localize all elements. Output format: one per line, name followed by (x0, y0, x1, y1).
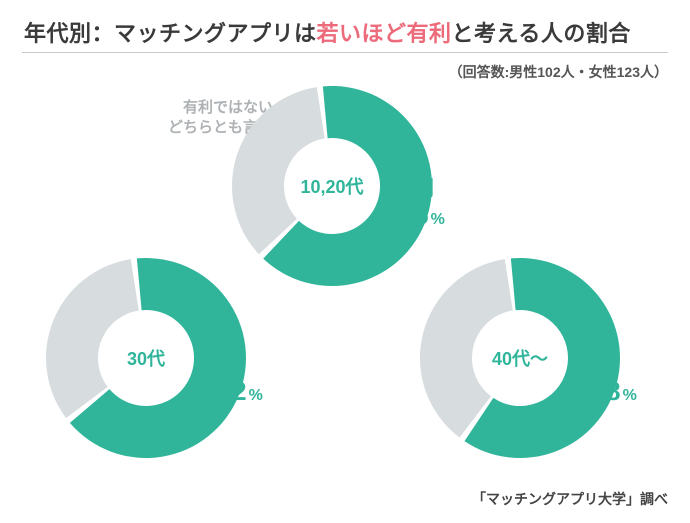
title-divider (22, 52, 668, 53)
source-credit: 「マッチングアプリ大学」調べ (472, 489, 668, 509)
donut-center-label: 10,20代 (300, 173, 363, 199)
title-pre: 年代別：マッチングアプリは (24, 21, 317, 46)
donut-center-label: 40代～ (492, 345, 548, 371)
donut-pct-10-20s: 64.5% (378, 200, 445, 231)
title-accent: 若いほど有利 (317, 21, 452, 46)
pct-unit: % (621, 387, 637, 404)
donut-center-label: 30代 (127, 345, 165, 371)
donut-pct-30s: 66.2% (196, 376, 263, 407)
pct-unit: % (247, 387, 263, 404)
donut-chart-40s-plus: 40代～ (420, 258, 620, 458)
respondent-count: （回答数:男性102人・女性123人） (449, 62, 668, 82)
donut-pct-40s-plus: 61.8% (570, 376, 637, 407)
infographic-root: 年代別：マッチングアプリは若いほど有利と考える人の割合 （回答数:男性102人・… (0, 0, 690, 523)
advantage-label: 有利 (394, 172, 434, 201)
pct-unit: % (429, 211, 445, 228)
donut-chart-30s: 30代 (46, 258, 246, 458)
donut-slice-other-icon (46, 259, 139, 418)
pct-value: 64.5 (378, 200, 429, 230)
title-post: と考える人の割合 (452, 21, 631, 46)
pct-value: 61.8 (570, 376, 621, 406)
page-title: 年代別：マッチングアプリは若いほど有利と考える人の割合 (24, 16, 631, 48)
pct-value: 66.2 (196, 376, 247, 406)
